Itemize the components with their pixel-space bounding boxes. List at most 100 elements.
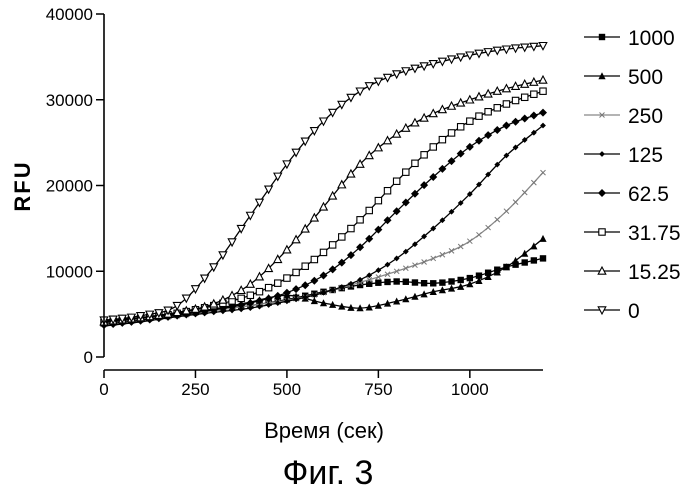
legend-item-15.25: 15.25 [584,261,681,284]
series-125-point-27 [348,280,354,287]
series-31.75-point-29 [365,206,373,215]
legend-item-0: 0 [584,300,640,323]
series-15.25-point-37 [437,104,448,114]
series-31.75-point-20 [283,274,291,282]
series-31.75-point-37 [438,135,447,144]
series-62.5-point-30 [374,225,383,234]
series-125-point-36 [430,225,437,232]
series-250-point-33 [402,265,409,272]
series-15.25-point-8 [172,307,182,317]
series-31.75-point-26 [338,233,346,241]
series-250-point-39 [457,243,464,250]
series-15.25-point-22 [300,223,310,233]
series-0-point-33 [401,67,411,77]
series-15.25-point-38 [446,100,457,110]
series-1000-point-31 [384,278,391,286]
y-axis-title: RFU [10,160,35,211]
series-62.5-point-47 [529,111,538,120]
series-62.5-point-43 [493,126,502,135]
series-0-point-30 [373,77,384,87]
series-125-point-33 [402,248,409,255]
legend: 1000 500 250 125 62.5 31.75 15.25 0 [584,27,681,323]
series-125-point-48 [540,122,546,129]
series-125-point-39 [457,200,464,206]
series-250-point-40 [466,238,473,245]
legend-label-31.75: 31.75 [628,222,681,245]
series-0 [99,41,548,326]
series-15.25-point-11 [199,301,210,311]
series-15.25-point-10 [190,303,201,313]
series-15.25-point-48 [538,74,548,84]
series-15.25-point-20 [282,244,292,254]
series-125-point-47 [530,129,537,136]
series-500-point-40 [466,280,474,288]
series-62.5-point-27 [346,251,355,260]
legend-marker-62.5 [598,189,606,197]
series-1000-point-41 [475,272,483,279]
series-62.5-point-16 [246,298,255,307]
series-125-point-38 [448,208,455,215]
series-15.25-point-18 [263,263,274,273]
series-500-point-24 [319,299,328,307]
series-0-point-6 [154,309,164,319]
y-tick-label-0: 0 [84,348,93,367]
series-31.75-point-48 [539,87,547,95]
series-125-point-28 [357,276,363,283]
series-1000-point-37 [439,279,446,286]
series-500-point-34 [411,292,419,300]
series-125 [101,122,546,329]
series-62.5-point-44 [502,121,511,130]
series-1000-point-47 [530,257,538,264]
series-15.25-point-25 [327,190,338,200]
series-0-point-41 [474,49,484,59]
series-250-point-38 [448,248,455,254]
series-0-point-26 [337,100,347,110]
series-15.25-point-43 [492,85,502,95]
series-15.25-point-32 [391,128,402,138]
legend-marker-500 [598,72,606,80]
series-0-point-7 [163,306,173,316]
legend-item-500: 500 [584,66,663,89]
series-31.75-point-32 [392,177,401,185]
series-15.25-point-46 [519,78,530,88]
series-0-point-21 [291,148,301,158]
series-0-point-34 [410,64,420,74]
legend-marker-125 [599,151,605,157]
series-125-point-20 [284,298,290,305]
series-31.75-point-15 [237,294,245,303]
legend-label-250: 250 [628,105,663,128]
series-0-point-43 [492,46,502,56]
series-125-point-34 [412,241,418,248]
series-1000-point-34 [411,279,419,286]
series-500-point-38 [447,284,456,292]
series-62.5-point-26 [337,258,346,267]
series-31.75-point-31 [383,186,392,195]
series-0-point-31 [382,73,393,83]
series-0-point-35 [419,62,429,72]
x-tick-label-3: 750 [364,380,392,399]
y-tick-label-3: 30000 [46,91,93,110]
series-0-point-2 [117,314,128,324]
series-250-point-46 [521,189,528,196]
legend-item-1000: 1000 [584,27,675,50]
series-31.75-point-16 [246,291,255,300]
series-125-point-26 [338,284,345,290]
series-15.25-point-34 [410,117,420,127]
series-15.25-point-36 [428,108,438,118]
series-1000-point-42 [484,269,492,276]
legend-marker-31.75 [598,228,606,236]
series-1000-point-35 [420,279,428,287]
series-125-point-35 [421,233,428,240]
series-62.5-point-37 [438,164,447,173]
legend-marker-15.25 [597,265,607,275]
series-500-point-26 [338,302,346,310]
series-0-point-3 [126,313,137,323]
series-250-point-35 [421,259,427,265]
series-15.25-point-21 [291,234,301,244]
series-0-point-36 [428,59,438,69]
series-0-point-42 [483,48,493,57]
legend-marker-250 [599,112,605,118]
series-500-point-21 [292,292,300,300]
legend-label-1000: 1000 [628,27,675,50]
y-tick-label-4: 40000 [46,5,93,24]
